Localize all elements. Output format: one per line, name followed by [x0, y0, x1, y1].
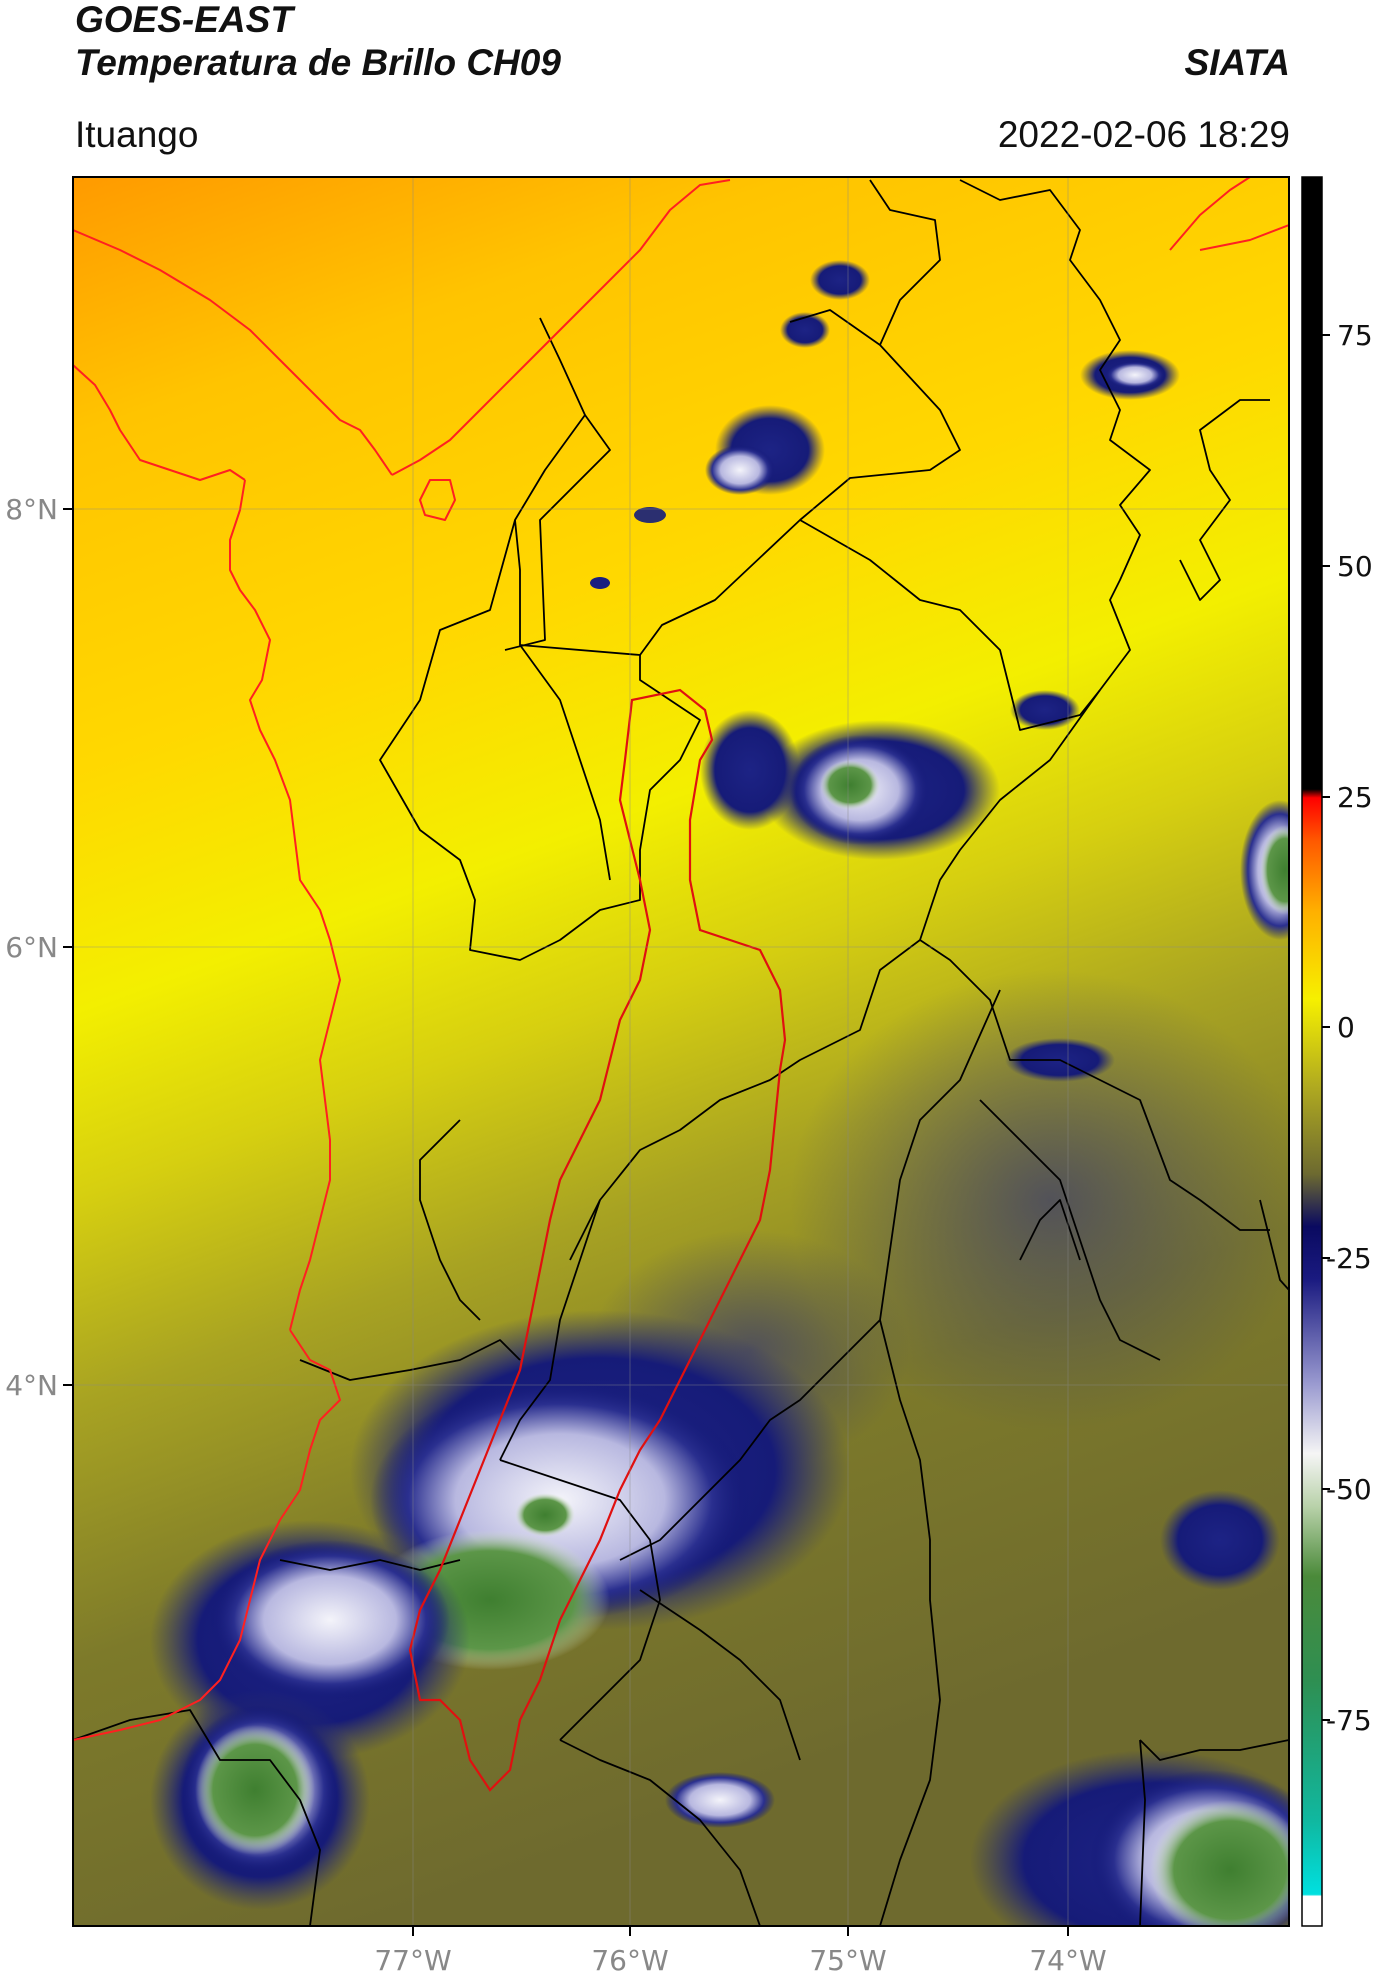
lon-label-75w: 75°W — [809, 1944, 886, 1977]
boundary-cauca — [73, 1709, 321, 1926]
coast-choco-pacific — [229, 479, 341, 1331]
region-label: Ituango — [75, 114, 199, 155]
boundary-atlantico — [869, 179, 941, 346]
datetime-label: 2022-02-06 18:29 — [997, 114, 1290, 155]
ituango-basin-outline — [408, 688, 787, 1792]
colorbar — [1301, 176, 1323, 1927]
axis-ticks — [63, 508, 1069, 1936]
cell-north-2 — [810, 260, 870, 300]
admin-boundaries — [73, 179, 1289, 1926]
colorbar-labels: 75 50 25 0 -25 -50 -75 — [1326, 319, 1373, 1737]
boundary-antioquia-south — [569, 939, 921, 1261]
cold-top-east-edge — [1260, 825, 1289, 915]
boundary-valle-north — [299, 1339, 521, 1381]
boundary-caldas — [499, 1199, 601, 1461]
boundary-guaviare — [1139, 1739, 1146, 1926]
lon-label-77w: 77°W — [374, 1944, 451, 1977]
dark-overcast-east — [790, 970, 1289, 1430]
cold-top-southeast — [1150, 1800, 1289, 1926]
boundary-vichada — [1139, 1739, 1289, 1761]
cell-small-2 — [634, 507, 666, 523]
boundary-antioquia-east — [919, 689, 1101, 941]
coast-pacific-panama — [73, 229, 393, 476]
boundary-sucre-bolivar — [799, 179, 1151, 731]
boundary-boyaca — [879, 989, 1001, 1321]
map-frame — [72, 176, 1290, 1927]
colorbar-label-0: 0 — [1337, 1011, 1355, 1044]
boundary-bogota — [1019, 1199, 1081, 1261]
coast-caribbean-2 — [1169, 177, 1251, 251]
boundary-inner-1 — [519, 644, 611, 881]
lat-label-4n: 4°N — [5, 1369, 58, 1402]
lon-label-74w: 74°W — [1029, 1944, 1106, 1977]
boundary-caqueta — [559, 1739, 761, 1926]
boundary-meta — [879, 1319, 941, 1926]
cell-north-1-core — [705, 445, 775, 495]
cell-northeast-core — [1105, 361, 1165, 389]
cell-small-1 — [590, 577, 610, 589]
colorbar-label-50: 50 — [1337, 550, 1373, 583]
boundary-huila-2 — [639, 1589, 801, 1761]
boundary-antioquia-north — [379, 519, 701, 961]
lat-label-6n: 6°N — [5, 931, 58, 964]
gridlines — [73, 177, 1289, 1926]
boundary-huila — [499, 1459, 661, 1741]
organization-label: SIATA — [1184, 42, 1290, 83]
storm-west-core — [210, 1540, 450, 1700]
product-title: Temperatura de Brillo CH09 — [75, 42, 561, 83]
boundary-choco-inner — [419, 1119, 481, 1321]
lon-label-76w: 76°W — [591, 1944, 668, 1977]
axis-labels: 8°N 6°N 4°N 77°W 76°W 75°W 74°W — [5, 493, 1106, 1977]
cold-top-southwest — [195, 1725, 315, 1855]
colorbar-label-minus25: -25 — [1326, 1242, 1372, 1275]
boundary-cordoba — [514, 309, 961, 656]
boundary-cesar — [1179, 399, 1270, 601]
colorbar-label-minus50: -50 — [1326, 1473, 1372, 1506]
boundary-arauca — [1259, 1199, 1289, 1291]
colorbar-label-minus75: -75 — [1326, 1704, 1372, 1737]
coast-island — [419, 479, 456, 521]
cell-east — [1160, 1490, 1280, 1590]
lat-label-8n: 8°N — [5, 493, 58, 526]
boundary-cundinamarca — [979, 1099, 1161, 1361]
colorbar-label-25: 25 — [1337, 781, 1373, 814]
satellite-title: GOES-EAST — [75, 0, 293, 40]
cold-top-central — [820, 760, 880, 810]
coast-caribbean-3 — [1199, 224, 1289, 251]
boundary-tolima — [619, 1319, 881, 1561]
colorbar-label-75: 75 — [1337, 319, 1373, 352]
coast-caribbean-1 — [391, 179, 731, 476]
colorbar-ticks — [1322, 334, 1330, 1721]
coast-panama-south — [73, 364, 246, 481]
boundary-urab — [504, 414, 611, 651]
cold-top-south-small — [515, 1493, 575, 1537]
cell-south-center — [665, 1772, 775, 1828]
map-area — [73, 177, 1289, 1926]
cell-near-basin — [700, 710, 800, 830]
boundary-valle-south — [279, 1559, 461, 1571]
boundary-santander — [919, 939, 1270, 1231]
